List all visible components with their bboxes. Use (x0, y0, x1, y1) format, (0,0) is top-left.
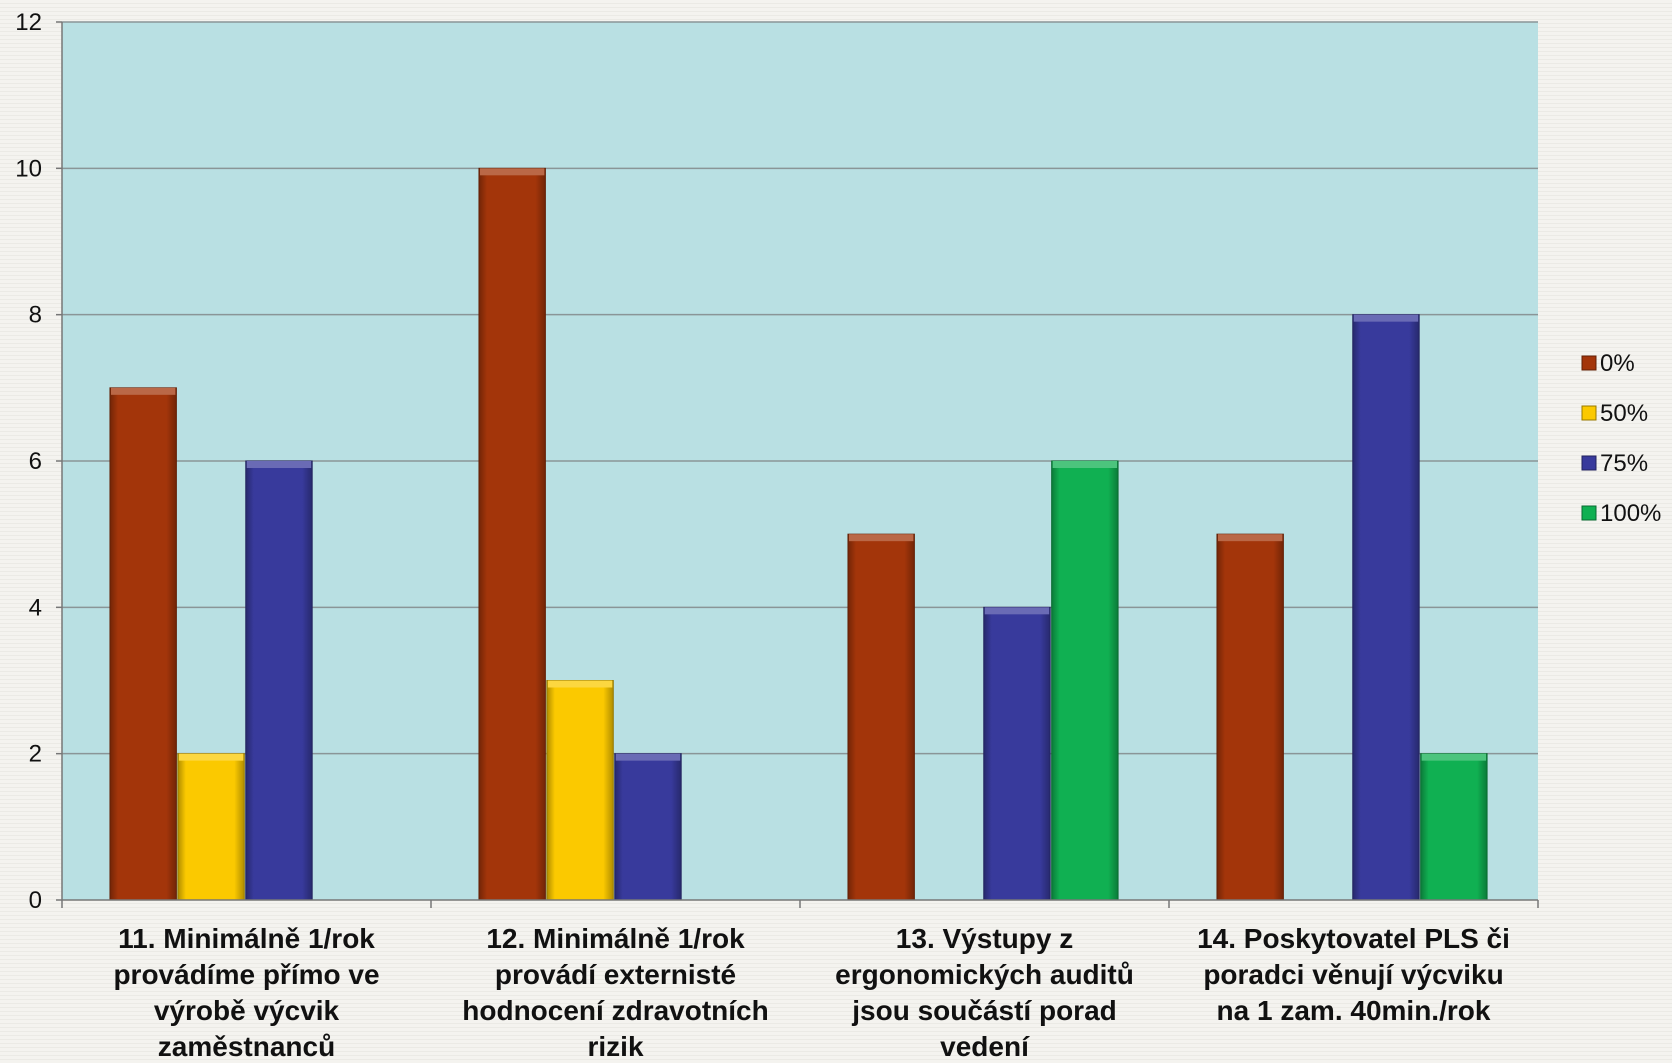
bar-75%-cat11 (245, 460, 313, 901)
bar-top-bevel (1421, 753, 1487, 761)
legend-label: 100% (1600, 500, 1661, 527)
category-label: 13. Výstupy z ergonomických auditů jsou so… (835, 923, 1134, 1062)
bar-body (478, 167, 546, 901)
y-tick-label: 4 (29, 594, 42, 621)
bar-50%-cat11 (177, 753, 245, 901)
legend-swatch (1581, 455, 1597, 471)
bar-0%-cat11 (109, 387, 177, 901)
bar-body (1352, 314, 1420, 901)
bar-100%-cat14 (1420, 753, 1488, 901)
legend-item: 50% (1581, 400, 1648, 427)
y-tick-label: 10 (15, 155, 42, 182)
bar-body (546, 680, 614, 901)
bar-body (1420, 753, 1488, 901)
bar-top-bevel (178, 753, 244, 761)
bar-top-bevel (848, 534, 914, 542)
bar-top-bevel (246, 461, 312, 468)
legend-item: 100% (1581, 500, 1661, 527)
bar-0%-cat14 (1216, 533, 1284, 901)
y-tick-label: 6 (29, 448, 42, 475)
bar-50%-cat12 (546, 680, 614, 901)
bar-0%-cat13 (847, 533, 915, 901)
bar-top-bevel (479, 168, 545, 176)
legend-label: 75% (1600, 450, 1648, 477)
bar-75%-cat13 (983, 606, 1051, 901)
bar-100%-cat13 (1051, 460, 1119, 901)
bar-top-bevel (1353, 314, 1419, 322)
bar-top-bevel (615, 753, 681, 761)
legend-label: 0% (1600, 350, 1635, 377)
y-tick-labels: 0 2 4 6 8 10 12 (15, 9, 62, 914)
y-tick-label: 12 (15, 9, 42, 36)
legend-swatch (1581, 355, 1597, 371)
bars (109, 167, 1488, 901)
category-label: 12. Minimálně 1/rok provádí externisté hod… (462, 923, 768, 1062)
bar-body (245, 460, 313, 901)
bar-0%-cat12 (478, 167, 546, 901)
bar-body (983, 606, 1051, 901)
bar-body (177, 753, 245, 901)
bar-body (847, 533, 915, 901)
bar-top-bevel (547, 680, 613, 688)
bar-top-bevel (110, 387, 176, 395)
legend-swatch (1581, 405, 1597, 421)
bar-top-bevel (984, 607, 1050, 615)
category-label: 14. Poskytovatel PLS či poradci věnují vý… (1197, 923, 1510, 1026)
bar-body (614, 753, 682, 901)
y-tick-label: 2 (29, 741, 42, 768)
category-labels: 11. Minimálně 1/rok provádíme přímo ve výr… (113, 923, 1509, 1062)
bar-75%-cat12 (614, 753, 682, 901)
y-tick-label: 8 (29, 302, 42, 329)
category-label: 11. Minimálně 1/rok provádíme přímo ve výr… (113, 923, 379, 1062)
bar-top-bevel (1217, 534, 1283, 542)
legend: 0% 50% 75% 100% (1581, 350, 1661, 527)
bar-body (1051, 460, 1119, 901)
legend-label: 50% (1600, 400, 1648, 427)
legend-item: 75% (1581, 450, 1648, 477)
y-tick-label: 0 (29, 887, 42, 914)
legend-swatch (1581, 505, 1597, 521)
bar-body (1216, 533, 1284, 901)
bar-body (109, 387, 177, 901)
legend-item: 0% (1581, 350, 1635, 377)
bar-top-bevel (1052, 461, 1118, 468)
bar-75%-cat14 (1352, 314, 1420, 901)
